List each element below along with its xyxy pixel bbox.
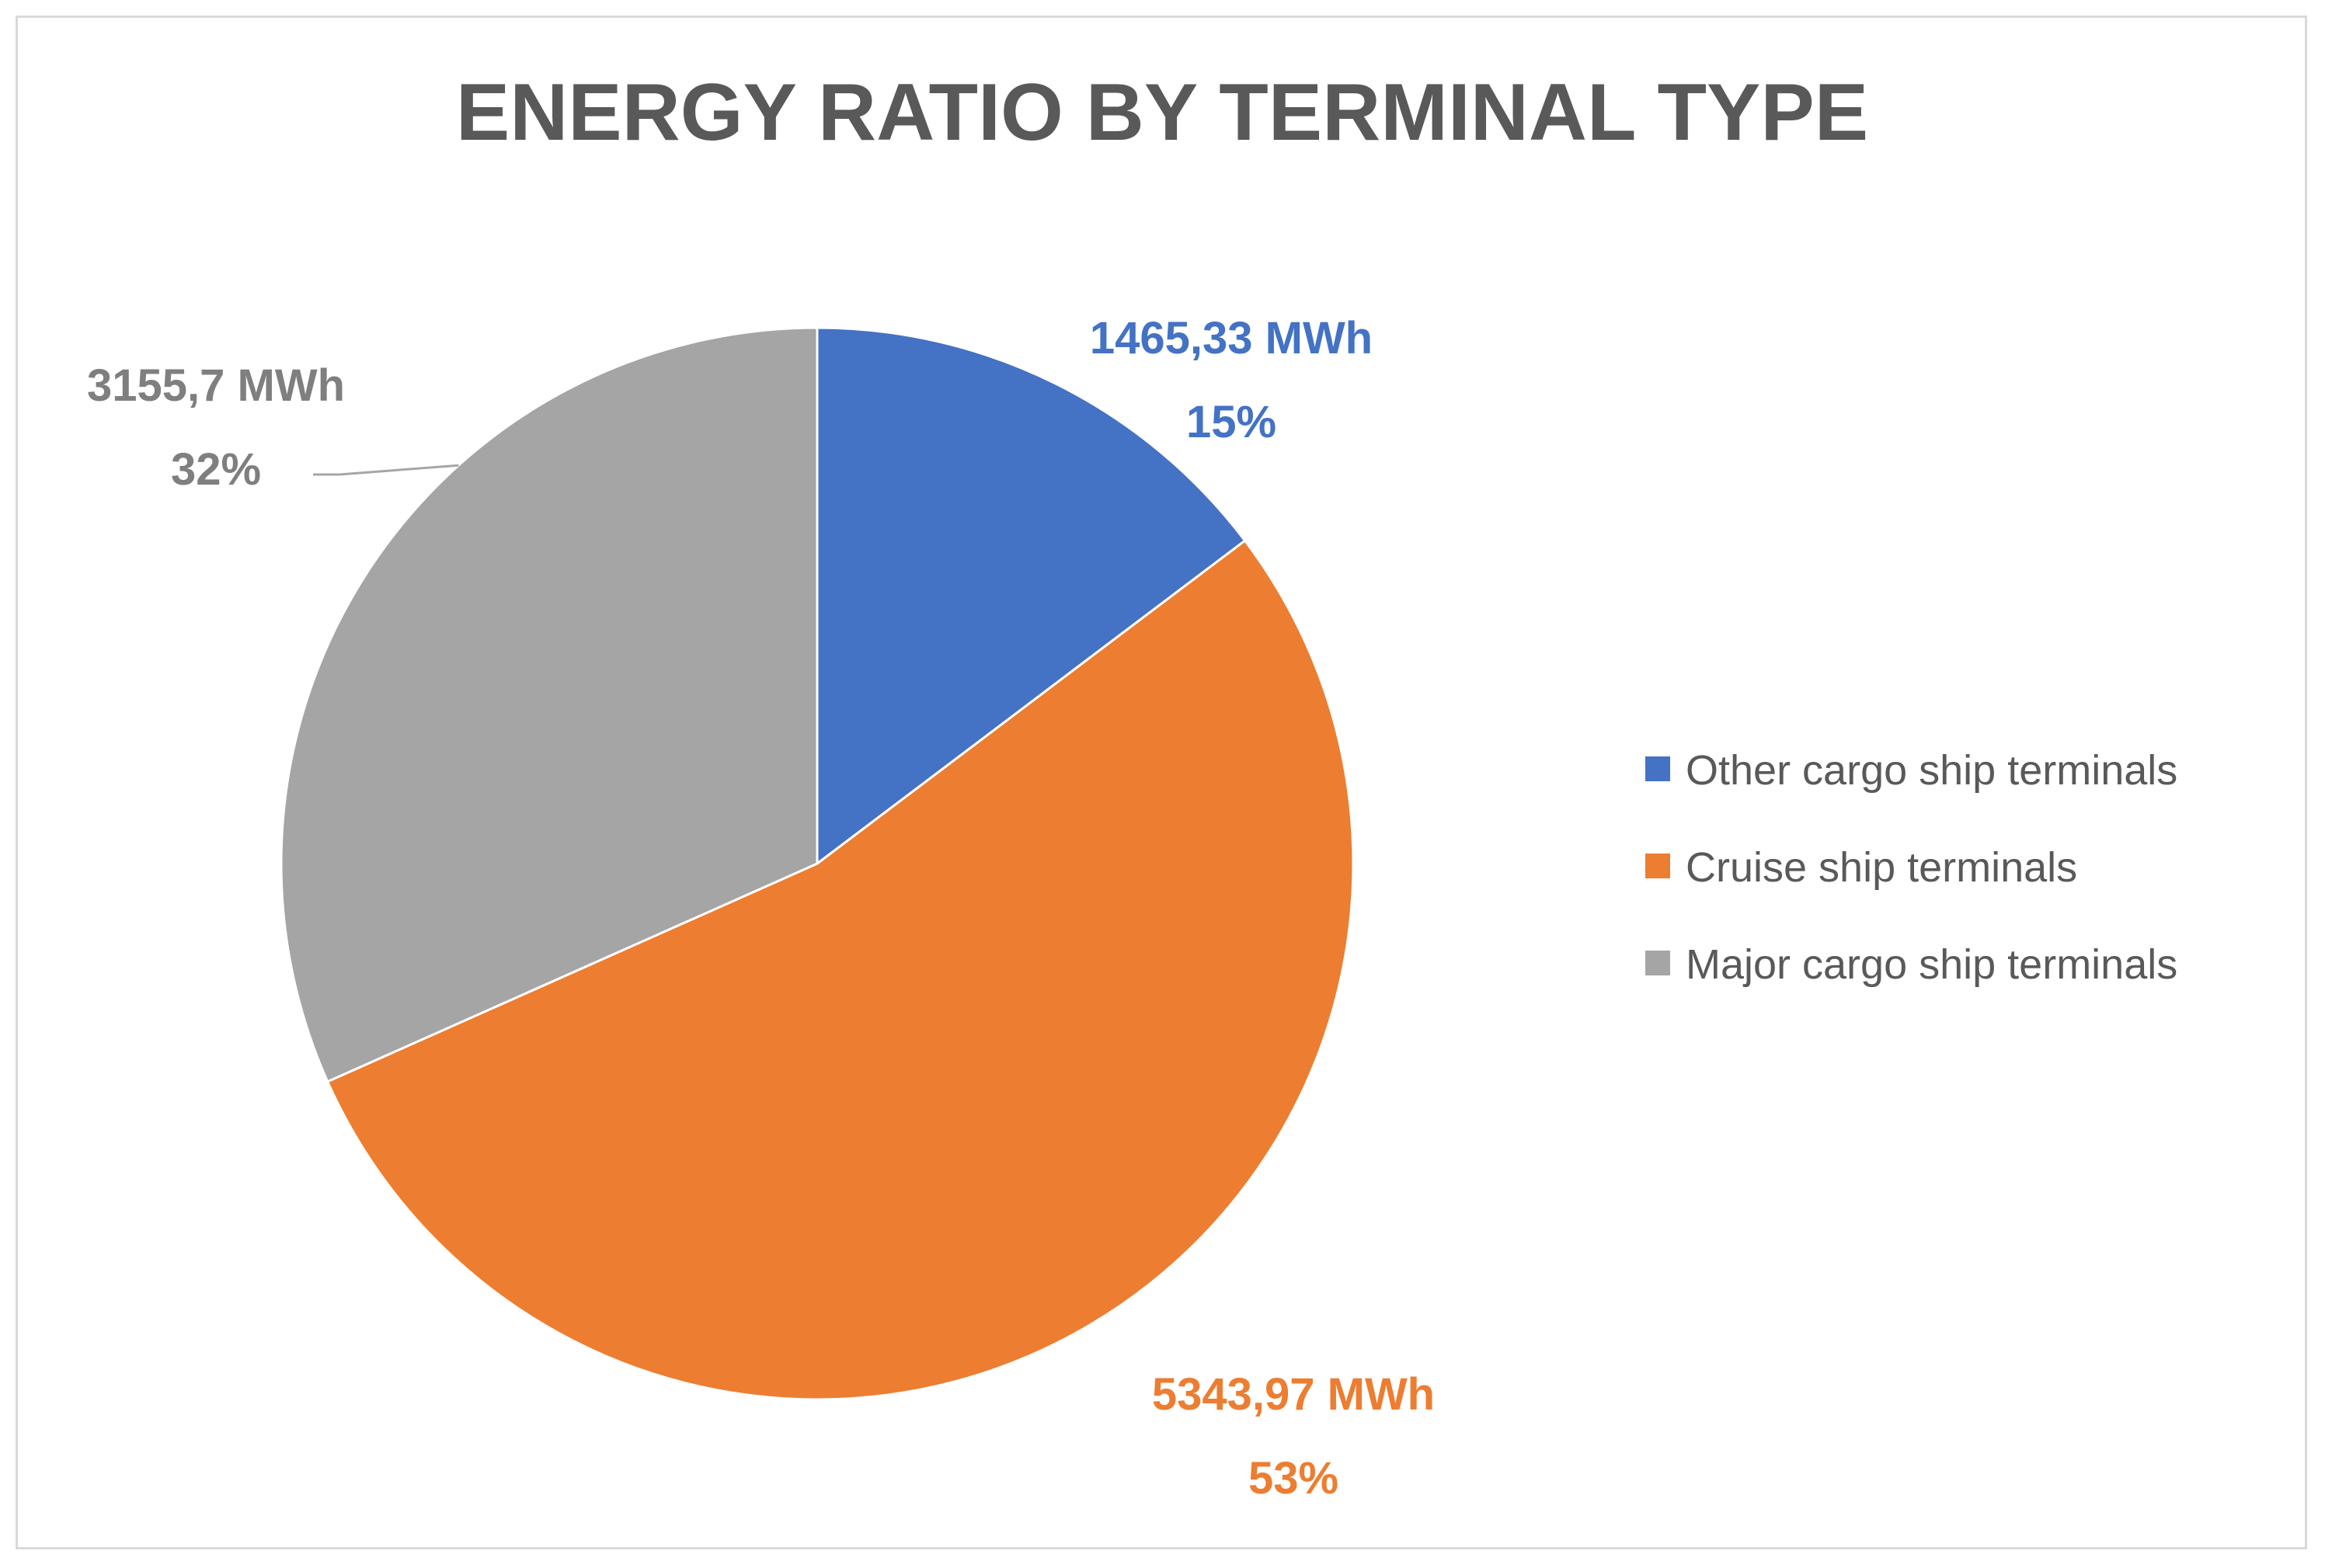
legend-label: Other cargo ship terminals xyxy=(1686,747,2177,794)
data-label-major-cargo-ship-terminals: 3155,7 MWh 32% xyxy=(87,360,345,495)
leader-line-major-cargo xyxy=(313,464,459,476)
legend-label: Cruise ship terminals xyxy=(1686,844,2077,891)
data-label-value: 5343,97 MWh xyxy=(1152,1369,1435,1420)
data-label-percent: 15% xyxy=(1186,397,1276,447)
data-label-percent: 53% xyxy=(1248,1453,1338,1504)
pie-slice-major-cargo-ship-terminals xyxy=(280,326,819,1083)
data-label-value: 1465,33 MWh xyxy=(1090,313,1373,363)
data-labels: 1465,33 MWh 15% 5343,97 MWh 53% 3155,7 MWh 32… xyxy=(87,313,1435,1504)
leader-lines xyxy=(313,464,459,476)
legend-item-major-cargo-ship-terminals: Major cargo ship terminals xyxy=(1645,941,2177,988)
legend: Other cargo ship terminals Cruise ship te… xyxy=(1645,747,2177,988)
chart-title: ENERGY RATIO BY TERMINAL TYPE xyxy=(456,68,1868,158)
data-label-other-cargo-ship-terminals: 1465,33 MWh 15% xyxy=(1090,313,1373,447)
legend-swatch xyxy=(1645,854,1670,878)
legend-item-cruise-ship-terminals: Cruise ship terminals xyxy=(1645,844,2077,891)
data-label-cruise-ship-terminals: 5343,97 MWh 53% xyxy=(1152,1369,1435,1504)
pie-slices xyxy=(280,326,1355,1401)
legend-item-other-cargo-ship-terminals: Other cargo ship terminals xyxy=(1645,747,2177,794)
legend-label: Major cargo ship terminals xyxy=(1686,941,2177,988)
pie-slice-cruise-ship-terminals xyxy=(325,539,1355,1401)
pie-slice-other-cargo-ship-terminals xyxy=(816,326,1247,867)
legend-swatch xyxy=(1645,756,1670,781)
data-label-percent: 32% xyxy=(171,444,261,495)
legend-swatch xyxy=(1645,951,1670,975)
data-label-value: 3155,7 MWh xyxy=(87,360,345,411)
